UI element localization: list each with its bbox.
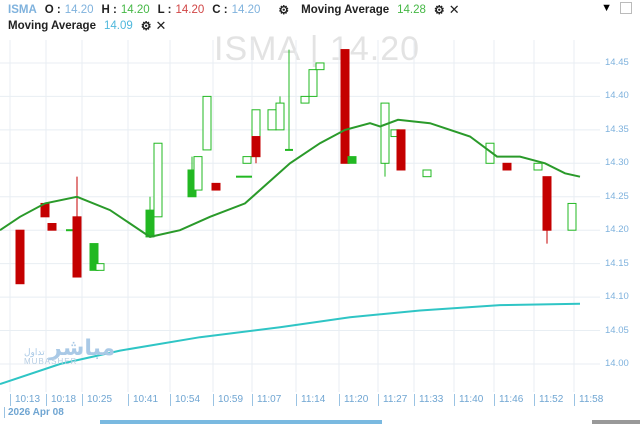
candle-body bbox=[308, 69, 318, 97]
candle-body bbox=[567, 202, 577, 231]
high-label: H : bbox=[101, 4, 117, 16]
close-value: 14.20 bbox=[231, 4, 261, 16]
dropdown-icon[interactable]: ▼ bbox=[601, 2, 612, 14]
scrollbar-handle[interactable] bbox=[592, 420, 640, 424]
candle-body bbox=[275, 102, 285, 131]
candle-body bbox=[72, 216, 82, 278]
x-tick-label: 11:20 bbox=[339, 394, 368, 406]
ma-green-line bbox=[0, 118, 581, 238]
candle-body bbox=[47, 223, 57, 231]
candle-body bbox=[340, 49, 350, 164]
maximize-checkbox[interactable] bbox=[620, 2, 632, 14]
candle-body bbox=[300, 95, 310, 104]
x-tick-label: 11:14 bbox=[296, 394, 325, 406]
x-tick-label: 11:40 bbox=[454, 394, 483, 406]
x-tick-label: 11:27 bbox=[378, 394, 407, 406]
x-tick-label: 10:59 bbox=[213, 394, 243, 406]
y-tick-label: 14.05 bbox=[605, 324, 629, 336]
logo-arabic: مباشر bbox=[49, 336, 116, 361]
low-label: L : bbox=[157, 4, 172, 16]
ma2-value: 14.09 bbox=[103, 20, 133, 32]
ma1-gear-icon[interactable]: ⚙ bbox=[433, 3, 445, 17]
ma2-label: Moving Average bbox=[8, 20, 96, 32]
candle-body bbox=[251, 136, 261, 158]
candle-body bbox=[15, 229, 25, 285]
ma2-gear-icon[interactable]: ⚙ bbox=[140, 19, 152, 33]
x-tick-label: 11:52 bbox=[534, 394, 563, 406]
chart-controls: ▼ bbox=[601, 2, 632, 14]
low-value: 14.20 bbox=[175, 4, 205, 16]
y-tick-label: 14.10 bbox=[605, 291, 629, 303]
candle-body bbox=[145, 209, 155, 238]
logo-arabic-small: تداول bbox=[24, 347, 45, 357]
candle-body bbox=[502, 162, 512, 171]
x-tick-label: 10:41 bbox=[128, 394, 158, 406]
watermark: ISMA | 14.20 bbox=[214, 30, 421, 68]
symbol-label: ISMA bbox=[8, 4, 37, 16]
y-tick-label: 14.25 bbox=[605, 190, 629, 202]
candle-body bbox=[396, 129, 406, 171]
x-axis-date: 2026 Apr 08 bbox=[4, 407, 64, 418]
y-tick-label: 14.35 bbox=[605, 123, 629, 135]
x-tick-label: 11:46 bbox=[494, 394, 523, 406]
ohlc-legend: ISMA O : 14.20 H : 14.20 L : 14.20 C : 1… bbox=[8, 2, 460, 18]
y-tick-label: 14.20 bbox=[605, 224, 629, 236]
y-tick-label: 14.40 bbox=[605, 90, 629, 102]
x-tick-label: 10:25 bbox=[82, 394, 112, 406]
ma1-label: Moving Average bbox=[301, 4, 390, 16]
candle-body bbox=[95, 263, 105, 271]
candle-body bbox=[542, 176, 552, 231]
y-tick-label: 14.30 bbox=[605, 157, 629, 169]
candle-body bbox=[347, 156, 357, 164]
x-tick-label: 11:58 bbox=[574, 394, 603, 406]
ma2-close-icon[interactable]: ✕ bbox=[155, 18, 167, 33]
y-tick-label: 14.00 bbox=[605, 358, 629, 369]
ma1-value: 14.28 bbox=[397, 4, 426, 16]
candle-body bbox=[533, 162, 543, 171]
x-tick-label: 11:07 bbox=[252, 394, 281, 406]
candle-body bbox=[193, 156, 203, 191]
candle-body bbox=[89, 243, 99, 271]
candle-body bbox=[267, 109, 277, 131]
mubasher-logo: مباشر تداول MUBASHER bbox=[24, 336, 115, 366]
close-label: C : bbox=[212, 4, 228, 16]
candle-body bbox=[380, 102, 390, 164]
x-tick-label: 10:54 bbox=[170, 394, 200, 406]
open-value: 14.20 bbox=[64, 4, 94, 16]
x-tick-label: 10:13 bbox=[10, 394, 40, 406]
x-tick-label: 10:18 bbox=[46, 394, 76, 406]
high-value: 14.20 bbox=[120, 4, 150, 16]
ma-teal-line bbox=[0, 302, 581, 386]
candle-body bbox=[242, 156, 252, 164]
candle-body bbox=[153, 142, 163, 218]
y-tick-label: 14.15 bbox=[605, 257, 629, 269]
time-scrollbar[interactable] bbox=[100, 420, 382, 424]
logo-english: MUBASHER bbox=[24, 357, 78, 366]
candle-body bbox=[211, 182, 221, 191]
candle-body bbox=[422, 169, 432, 178]
ma2-legend: Moving Average 14.09 ⚙ ✕ bbox=[8, 18, 166, 34]
x-tick-label: 11:33 bbox=[414, 394, 443, 406]
candle-body bbox=[315, 62, 325, 71]
y-tick-label: 14.45 bbox=[605, 56, 629, 68]
ma1-close-icon[interactable]: ✕ bbox=[448, 2, 460, 17]
ohlc-gear-icon[interactable]: ⚙ bbox=[278, 3, 290, 17]
open-label: O : bbox=[44, 4, 61, 16]
candle-body bbox=[202, 95, 212, 151]
